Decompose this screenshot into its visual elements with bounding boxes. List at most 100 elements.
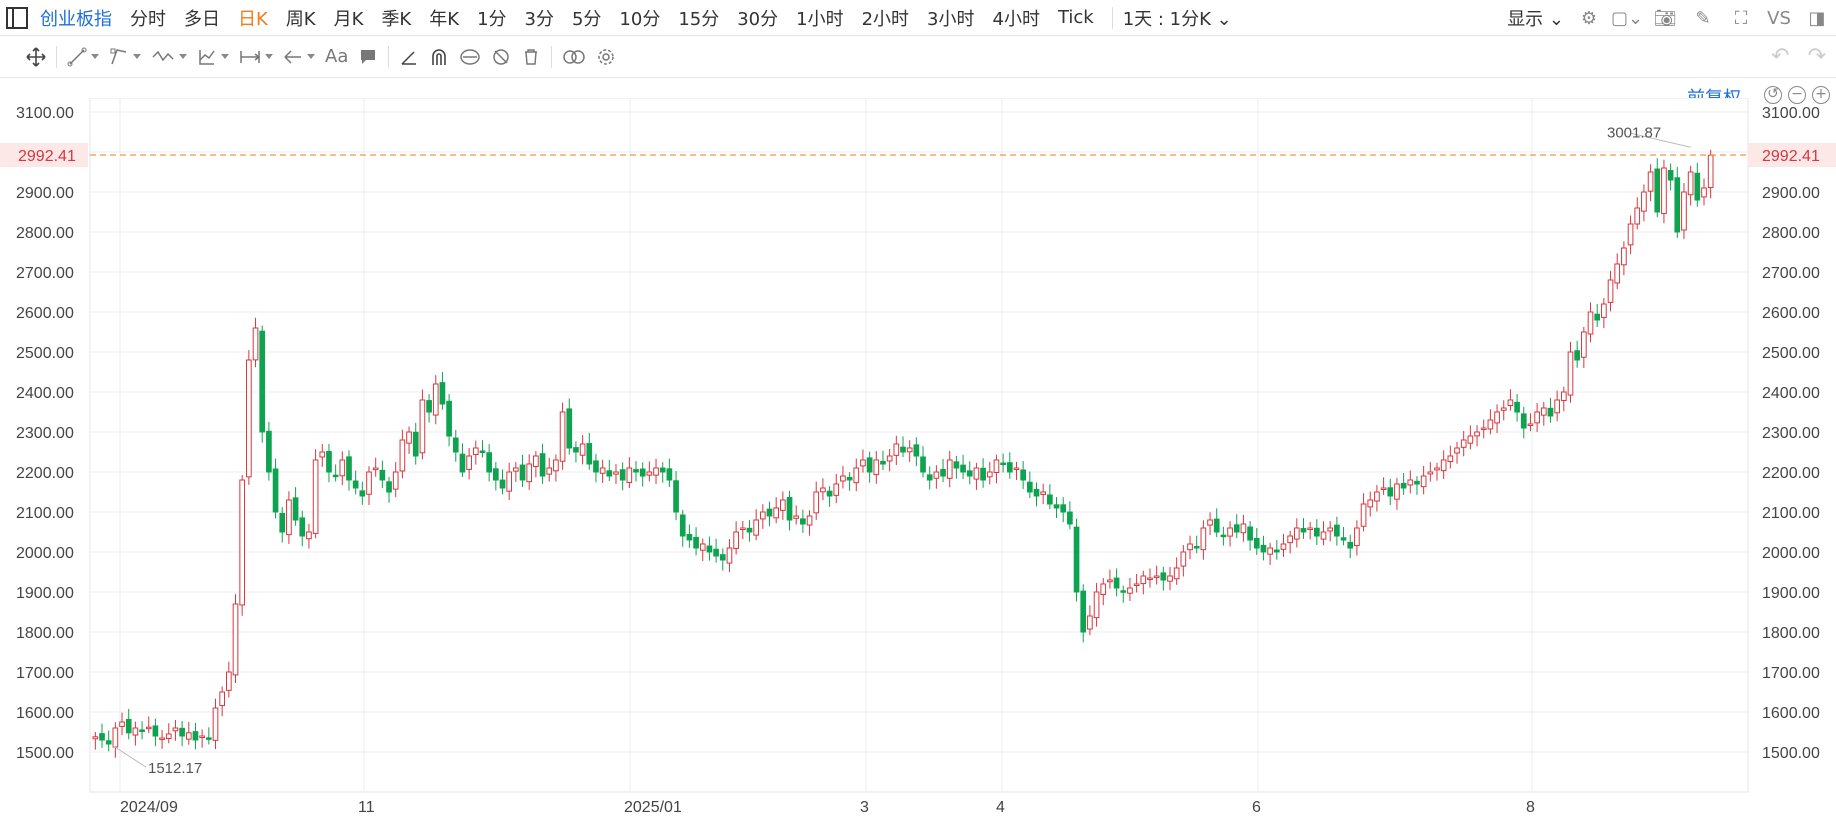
candle-body xyxy=(1414,480,1420,485)
candle-body xyxy=(960,464,966,473)
undo-icon[interactable]: ↶ xyxy=(1771,44,1790,69)
candle-body xyxy=(299,517,306,537)
compare-vs[interactable]: VS xyxy=(1767,7,1791,29)
candle-body xyxy=(1427,471,1434,475)
measure-tool-icon[interactable] xyxy=(239,43,273,71)
angle-tool-icon[interactable] xyxy=(399,43,419,71)
tab-duori[interactable]: 多日 xyxy=(184,8,220,30)
candle-body xyxy=(800,518,806,525)
panel-toggle-icon[interactable]: ◨ xyxy=(1808,7,1826,29)
candle-body xyxy=(366,471,372,495)
arrow-tool-icon[interactable] xyxy=(283,43,315,71)
tab-30min[interactable]: 30分 xyxy=(737,8,779,30)
line-tool-icon[interactable] xyxy=(67,43,99,71)
tab-fenshi[interactable]: 分时 xyxy=(130,8,166,30)
candle-body xyxy=(452,437,459,453)
candle-body xyxy=(1654,168,1661,213)
candle-body xyxy=(719,554,726,561)
candle-body xyxy=(1447,455,1454,462)
candle-body xyxy=(1661,167,1667,215)
tab-day-k[interactable]: 日K xyxy=(238,8,268,30)
magnet-icon[interactable] xyxy=(429,43,449,71)
sidebar-toggle-icon[interactable] xyxy=(6,6,28,29)
trash-icon[interactable] xyxy=(521,43,541,71)
candle-body xyxy=(1273,549,1280,553)
candle-body xyxy=(1087,615,1093,630)
candle-body xyxy=(359,490,366,497)
tab-15min[interactable]: 15分 xyxy=(678,8,720,30)
channel-tool-icon[interactable] xyxy=(109,43,141,71)
divider xyxy=(551,45,553,68)
tab-1hour[interactable]: 1小时 xyxy=(796,8,844,30)
redo-icon[interactable]: ↷ xyxy=(1807,44,1826,69)
low-annotation-label: 1512.17 xyxy=(148,760,202,777)
candle-body xyxy=(706,545,713,553)
zoom-out-icon[interactable]: − xyxy=(1788,86,1806,104)
candle-body xyxy=(1187,543,1193,551)
candle-body xyxy=(673,480,679,513)
tab-week-k[interactable]: 周K xyxy=(285,8,316,30)
candle-body xyxy=(693,536,699,549)
display-menu[interactable]: 显示 ⌄ xyxy=(1507,9,1564,30)
candle-body xyxy=(1147,577,1153,580)
candle-body xyxy=(1500,407,1507,411)
tab-5min[interactable]: 5分 xyxy=(571,8,602,30)
candle-body xyxy=(439,382,446,405)
layout-icon[interactable]: ▢⌄ xyxy=(1610,7,1644,29)
candle-body xyxy=(1420,475,1427,488)
settings-gear-icon[interactable]: ⚙ xyxy=(1580,7,1598,29)
candle-body xyxy=(513,467,519,472)
y-tick-label-left: 2600.00 xyxy=(16,305,74,322)
candle-body xyxy=(1460,439,1467,448)
wave-tool-icon[interactable] xyxy=(151,43,187,71)
candle-body xyxy=(613,471,619,475)
candle-body xyxy=(292,497,299,521)
candle-body xyxy=(1013,467,1020,470)
tab-tick[interactable]: Tick xyxy=(1057,7,1094,28)
candle-body xyxy=(1300,528,1307,533)
tab-month-k[interactable]: 月K xyxy=(333,8,364,30)
candle-body xyxy=(105,740,112,745)
text-tool-icon[interactable]: Aa xyxy=(325,46,349,67)
reset-icon[interactable]: ↺ xyxy=(1764,86,1782,104)
y-tick-label-left: 1800.00 xyxy=(16,625,74,642)
candle-body xyxy=(259,330,266,433)
tab-1min[interactable]: 1分 xyxy=(477,8,507,30)
overlay-icon[interactable] xyxy=(562,43,586,71)
tab-quarter-k[interactable]: 季K xyxy=(381,8,412,30)
candle-body xyxy=(1494,411,1500,424)
candle-body xyxy=(319,451,326,458)
candle-body xyxy=(659,467,666,473)
tab-3hour[interactable]: 3小时 xyxy=(927,8,975,30)
candle-body xyxy=(573,447,579,453)
candle-body xyxy=(820,487,826,493)
pen-icon[interactable]: ✎ xyxy=(1695,7,1711,29)
candle-body xyxy=(679,514,686,537)
divider xyxy=(56,45,57,68)
zoom-in-icon[interactable]: + xyxy=(1812,86,1830,104)
candle-body xyxy=(686,533,693,541)
candlestick-chart[interactable]: 3100.003100.003000.003000.002900.002900.… xyxy=(0,98,1836,828)
candle-body xyxy=(860,459,866,467)
candle-body xyxy=(886,455,893,462)
tab-10min[interactable]: 10分 xyxy=(619,8,661,30)
candle-body xyxy=(246,359,252,478)
tab-2hour[interactable]: 2小时 xyxy=(861,8,910,30)
range-label: 1天 : 1分K xyxy=(1122,8,1211,30)
camera-icon[interactable]: 📷︎ xyxy=(1653,7,1677,29)
comment-tool-icon[interactable] xyxy=(358,43,378,71)
tab-year-k[interactable]: 年K xyxy=(429,8,460,30)
candle-body xyxy=(973,467,980,480)
candle-body xyxy=(459,453,466,473)
lock-drawings-icon[interactable] xyxy=(459,43,481,71)
tab-4hour[interactable]: 4小时 xyxy=(992,8,1040,30)
candle-body xyxy=(559,411,566,462)
move-tool-icon[interactable] xyxy=(26,43,46,71)
toolbar-settings-icon[interactable] xyxy=(596,43,616,71)
hide-drawings-icon[interactable] xyxy=(491,43,511,71)
range-select[interactable]: 1天 : 1分K ⌄ xyxy=(1122,8,1232,30)
tab-3min[interactable]: 3分 xyxy=(524,8,554,30)
fullscreen-icon[interactable]: ⛶ xyxy=(1734,7,1748,29)
fib-tool-icon[interactable] xyxy=(197,43,229,71)
symbol-name[interactable]: 创业板指 xyxy=(40,8,112,30)
